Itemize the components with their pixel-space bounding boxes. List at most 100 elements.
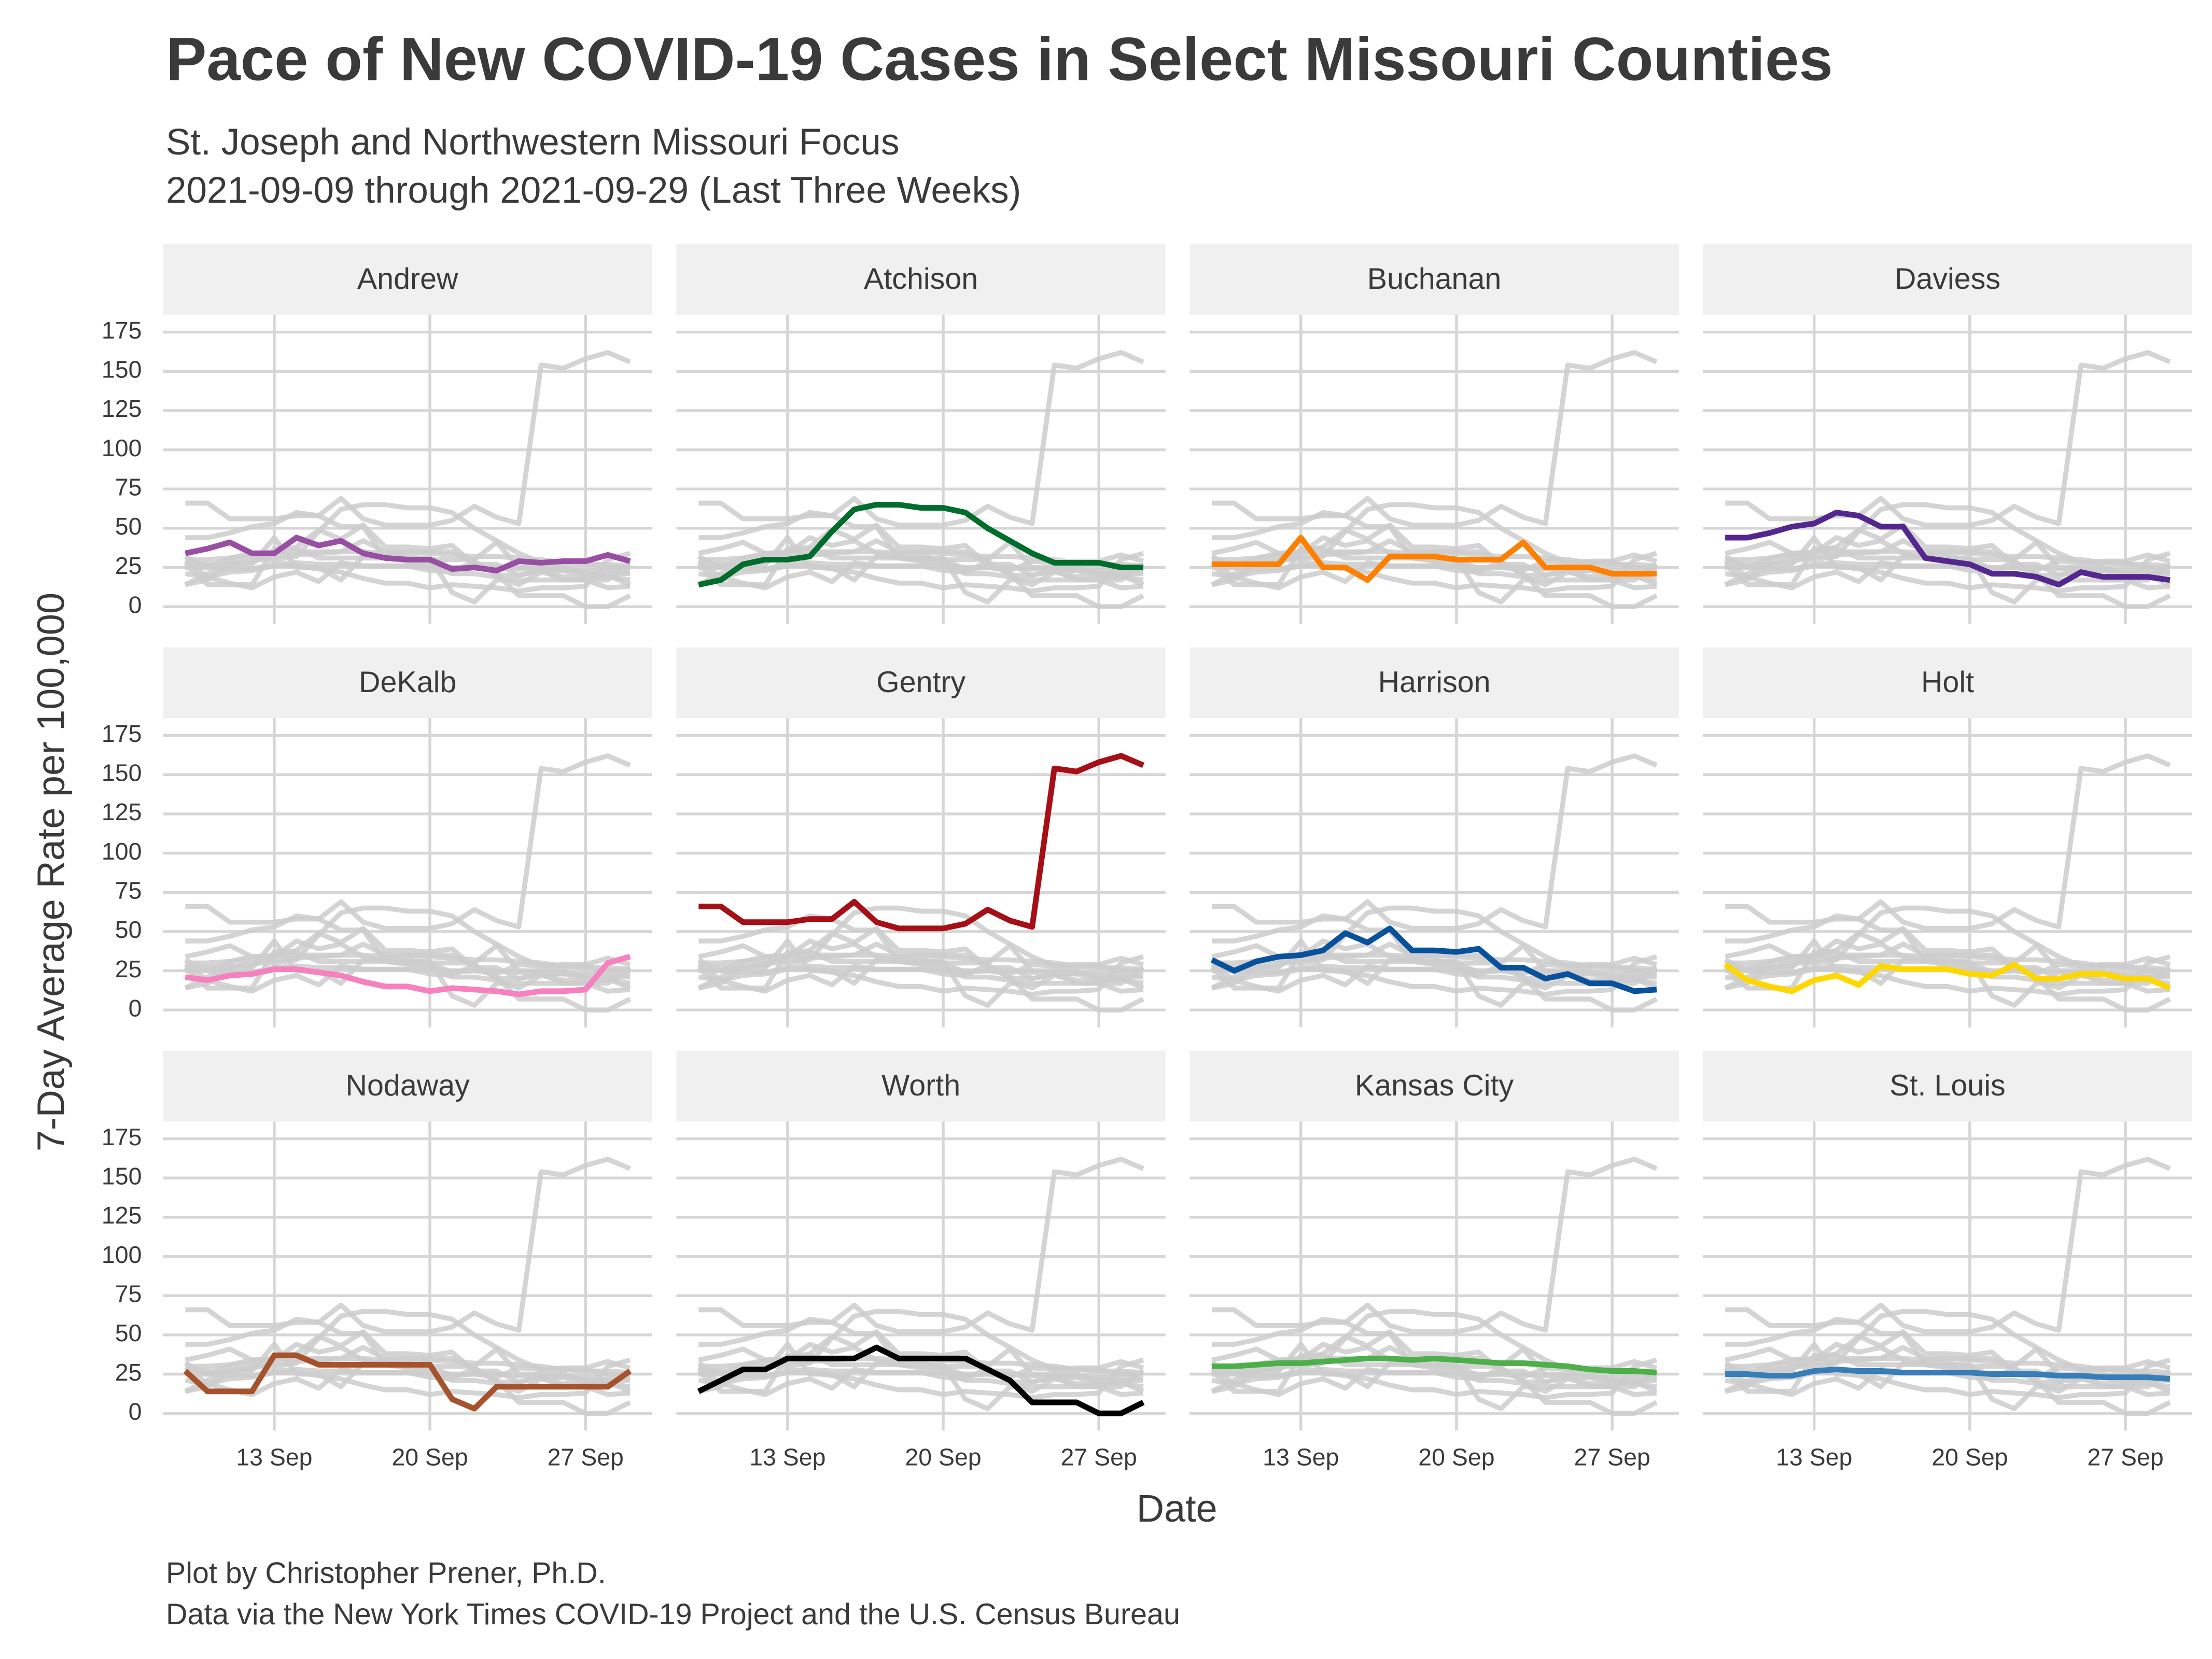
y-tick-label: 50 <box>115 916 142 943</box>
background-line <box>185 952 631 972</box>
strip <box>163 1050 652 1122</box>
y-tick-label: 175 <box>102 317 142 344</box>
y-tick-label: 50 <box>115 513 142 540</box>
background-line <box>1725 1157 2171 1334</box>
series-line <box>185 954 631 997</box>
background-line <box>184 926 631 994</box>
y-tick-label: 25 <box>115 552 142 579</box>
background-line <box>697 546 1145 604</box>
x-tick-label: 20 Sep <box>1931 1443 2008 1470</box>
background-line <box>1212 952 1657 972</box>
x-tick-label: 13 Sep <box>1263 1443 1339 1470</box>
background-line <box>697 523 1144 591</box>
x-tick-label: 27 Sep <box>2087 1443 2163 1470</box>
background-line <box>698 350 1144 528</box>
y-tick-label: 0 <box>129 994 142 1021</box>
strip <box>163 244 652 315</box>
strip-label: Andrew <box>357 262 458 296</box>
strip-label: Buchanan <box>1367 262 1502 296</box>
background-line <box>698 560 1144 575</box>
strip-label: Nodaway <box>346 1069 470 1102</box>
strip-label: Atchison <box>864 262 978 296</box>
background-line <box>1723 949 2172 1008</box>
series-line <box>698 502 1143 588</box>
strip <box>1189 244 1679 315</box>
background-line <box>698 1367 1144 1382</box>
y-tick-label: 50 <box>115 1319 142 1346</box>
strip <box>676 647 1166 719</box>
background-line <box>1212 1157 1658 1334</box>
strip <box>676 1050 1166 1122</box>
strip <box>1189 1050 1679 1122</box>
x-tick-label: 20 Sep <box>1418 1443 1494 1470</box>
caption: Data via the New York Times COVID-19 Pro… <box>166 1598 1180 1631</box>
y-tick-label: 100 <box>102 434 142 461</box>
y-axis-title: 7-Day Average Rate per 100,000 <box>29 593 72 1151</box>
background-line <box>1210 1353 1658 1411</box>
background-line <box>1725 753 2171 931</box>
background-line <box>185 1356 631 1375</box>
strip <box>676 244 1166 315</box>
y-tick-label: 150 <box>102 760 142 786</box>
background-line <box>1212 753 1658 931</box>
background-line <box>697 1329 1144 1397</box>
background-line <box>185 560 631 575</box>
strip <box>1703 1050 2192 1122</box>
y-tick-label: 75 <box>115 877 142 904</box>
series-line <box>697 1344 1145 1416</box>
series-line <box>698 753 1145 932</box>
chart-title: Pace of New COVID-19 Cases in Select Mis… <box>166 25 1833 93</box>
strip-label: Kansas City <box>1355 1069 1514 1102</box>
y-tick-label: 25 <box>115 1359 142 1386</box>
y-tick-label: 100 <box>102 1241 142 1268</box>
y-tick-label: 0 <box>129 591 142 618</box>
x-axis-title: Date <box>1137 1487 1217 1530</box>
series-line <box>1725 1366 2171 1382</box>
series-line <box>185 535 631 574</box>
x-tick-label: 20 Sep <box>905 1443 981 1470</box>
background-line <box>1212 963 1657 978</box>
background-line <box>698 963 1144 978</box>
y-tick-label: 175 <box>102 1123 142 1150</box>
y-tick-label: 150 <box>102 1163 142 1190</box>
strip-label: Daviess <box>1895 262 2000 296</box>
series-line <box>1212 535 1657 583</box>
series-line <box>1210 925 1657 994</box>
y-tick-label: 125 <box>102 1202 142 1229</box>
subtitle: St. Joseph and Northwestern Missouri Foc… <box>166 122 900 163</box>
series-line <box>1725 510 2171 588</box>
y-tick-label: 150 <box>102 356 142 383</box>
subtitle: 2021-09-09 through 2021-09-29 (Last Thre… <box>166 170 1021 211</box>
strip-label: Worth <box>881 1069 960 1102</box>
background-line <box>1725 350 2171 528</box>
x-tick-label: 27 Sep <box>1574 1443 1650 1470</box>
background-line <box>185 1157 631 1334</box>
strip <box>1189 647 1679 719</box>
x-tick-label: 13 Sep <box>749 1443 825 1470</box>
y-tick-label: 0 <box>129 1398 142 1425</box>
x-tick-label: 27 Sep <box>1061 1443 1137 1470</box>
background-line <box>184 949 632 1008</box>
background-line <box>185 350 631 528</box>
strip-label: DeKalb <box>359 666 456 699</box>
background-line <box>1723 546 2172 604</box>
series-line <box>1723 961 2171 994</box>
strip <box>163 647 652 719</box>
x-tick-label: 20 Sep <box>391 1443 468 1470</box>
y-tick-label: 125 <box>102 798 142 825</box>
y-tick-label: 75 <box>115 1281 142 1307</box>
strip-label: St. Louis <box>1889 1069 2005 1102</box>
background-line <box>185 753 631 931</box>
background-line <box>1212 1367 1657 1382</box>
y-tick-label: 100 <box>102 838 142 865</box>
caption: Plot by Christopher Prener, Ph.D. <box>166 1557 606 1590</box>
background-line <box>1723 1353 2172 1411</box>
background-line <box>1212 350 1658 528</box>
y-tick-label: 25 <box>115 955 142 982</box>
y-tick-label: 75 <box>115 474 142 501</box>
x-tick-label: 27 Sep <box>548 1443 624 1470</box>
background-line <box>1725 1356 2171 1375</box>
strip <box>1703 647 2192 719</box>
